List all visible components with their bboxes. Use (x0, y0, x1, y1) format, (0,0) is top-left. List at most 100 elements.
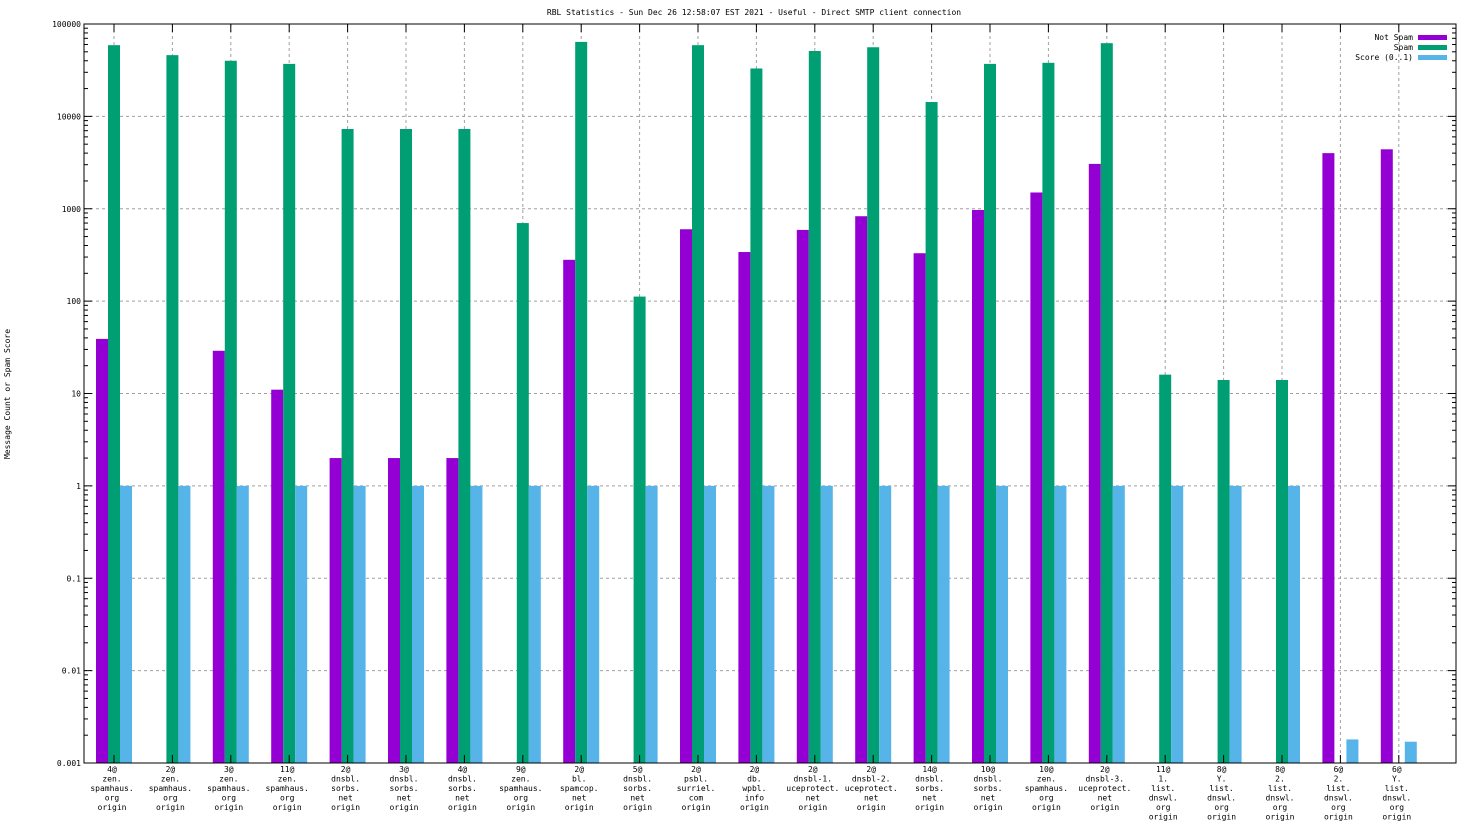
x-tick-label-line: origin (915, 803, 944, 812)
x-tick-label-line: 4@ (107, 765, 117, 774)
x-tick-label-line: 2@ (574, 765, 584, 774)
x-tick-label-line: origin (1207, 813, 1236, 822)
x-tick-label-line: origin (98, 803, 127, 812)
x-tick-label-line: net (806, 794, 821, 803)
bar-spam (867, 47, 880, 764)
x-tick-label-line: dnsbl-3. (1086, 775, 1125, 784)
x-tick-label-line: 1. (1158, 775, 1168, 784)
x-tick-label-line: 2@ (1100, 765, 1110, 774)
bar-score (1112, 485, 1125, 763)
x-tick-label: 3@ zen. spamhaus. org origin (207, 765, 250, 812)
x-tick-label-line: 11@ (280, 765, 295, 774)
x-tick-label-line: list. (1210, 784, 1234, 793)
x-tick-label-line: origin (623, 803, 652, 812)
x-tick-label-line: 8@ (1275, 765, 1285, 774)
y-tick-label: 100 (67, 297, 82, 306)
x-tick-label-line: uceprotect. (786, 784, 839, 793)
x-tick-label-line: uceprotect. (1078, 784, 1131, 793)
x-tick-label-line: zen. (278, 775, 297, 784)
x-tick-label: 10@ zen. spamhaus. org origin (1025, 765, 1068, 812)
bar-spam (575, 41, 588, 764)
x-tick-label-line: org (1156, 803, 1171, 812)
x-tick-label-line: zen. (102, 775, 121, 784)
x-tick-label: 2@ psbl. surriel. com origin (677, 765, 716, 812)
x-tick-label-line: 2@ (808, 765, 818, 774)
x-tick-label-line: spamcop. (560, 784, 599, 793)
x-tick-label-line: psbl. (684, 775, 708, 784)
x-tick-label: 3@ dnsbl. sorbs. net origin (390, 765, 419, 812)
x-tick-label-line: 2@ (166, 765, 176, 774)
bar-score (1288, 485, 1300, 763)
bar-spam (458, 129, 471, 763)
x-tick-label-line: dnsbl. (915, 775, 944, 784)
bar-not-spam (329, 458, 342, 763)
x-tick-label-line: dnswl. (1266, 794, 1295, 803)
legend-label: Not Spam (1374, 33, 1413, 42)
x-tick-label-line: 2@ (691, 765, 701, 774)
bar-score (879, 485, 892, 763)
x-tick-label-line: zen. (161, 775, 180, 784)
bar-spam (516, 223, 529, 763)
x-tick-label-line: 6@ (1334, 765, 1344, 774)
x-tick-label-line: origin (214, 803, 243, 812)
bar-spam (224, 60, 237, 764)
x-tick-label-line: 5@ (633, 765, 643, 774)
x-tick-label-line: dnsbl-2. (852, 775, 891, 784)
x-tick-label-line: net (572, 794, 587, 803)
bar-score (762, 485, 775, 763)
x-tick-label-line: spamhaus. (1025, 784, 1068, 793)
x-tick-label-line: dnsbl. (331, 775, 360, 784)
x-tick-label-line: zen. (511, 775, 530, 784)
bar-score (470, 485, 483, 763)
x-tick-label-line: 11@ (1156, 765, 1171, 774)
x-tick-label-line: origin (506, 803, 535, 812)
x-tick-label-line: 14@ (922, 765, 937, 774)
bar-score (1229, 485, 1242, 763)
bar-spam (984, 63, 996, 763)
x-tick-label-line: dnsbl. (390, 775, 419, 784)
bar-not-spam (855, 216, 868, 763)
bar-score (236, 485, 249, 763)
x-tick-label-line: org (1273, 803, 1288, 812)
x-tick-label-line: list. (1268, 784, 1292, 793)
x-tick-label-line: sorbs. (915, 784, 944, 793)
y-tick-label: 0.01 (62, 667, 81, 676)
x-tick-label-line: db. (747, 775, 761, 784)
x-tick-label-line: zen. (1037, 775, 1056, 784)
x-tick-label-line: origin (1090, 803, 1119, 812)
x-tick-label-line: com (689, 794, 704, 803)
bar-not-spam (96, 338, 108, 763)
bar-spam (633, 296, 646, 763)
bar-not-spam (1088, 163, 1101, 764)
x-tick-label-line: 2@ (866, 765, 876, 774)
x-tick-label-line: sorbs. (448, 784, 477, 793)
x-tick-label: 9@ zen. spamhaus. org origin (499, 765, 542, 812)
y-tick-label: 1 (76, 482, 81, 491)
legend-label: Score (0..1) (1355, 53, 1413, 62)
y-tick-label: 100000 (52, 20, 81, 29)
x-tick-label-line: Y. (1217, 775, 1227, 784)
x-tick-label-line: spamhaus. (207, 784, 250, 793)
x-tick-label-line: org (514, 794, 529, 803)
bar-spam (692, 45, 704, 764)
x-tick-label-line: 3@ (399, 765, 409, 774)
x-tick-label-line: zen. (219, 775, 238, 784)
x-tick-label: 2@ dnsbl-3. uceprotect. net origin (1078, 765, 1131, 812)
x-tick-label-line: net (630, 794, 645, 803)
x-tick-label-line: net (397, 794, 412, 803)
bar-spam (1217, 380, 1230, 763)
x-tick-label: 2@ dnsbl. sorbs. net origin (331, 765, 360, 812)
bar-spam (925, 102, 938, 764)
bar-not-spam (913, 253, 926, 763)
bar-score (178, 485, 191, 763)
x-tick-label-line: 2@ (341, 765, 351, 774)
bar-score (1171, 485, 1184, 763)
x-tick-label-line: 9@ (516, 765, 526, 774)
bar-score (295, 485, 308, 763)
bar-spam (750, 68, 763, 763)
x-tick-label-line: origin (740, 803, 769, 812)
bar-score (996, 485, 1008, 763)
x-tick-label-line: dnsbl. (974, 775, 1003, 784)
y-tick-label: 0.001 (57, 759, 81, 768)
legend-swatch (1418, 35, 1447, 40)
